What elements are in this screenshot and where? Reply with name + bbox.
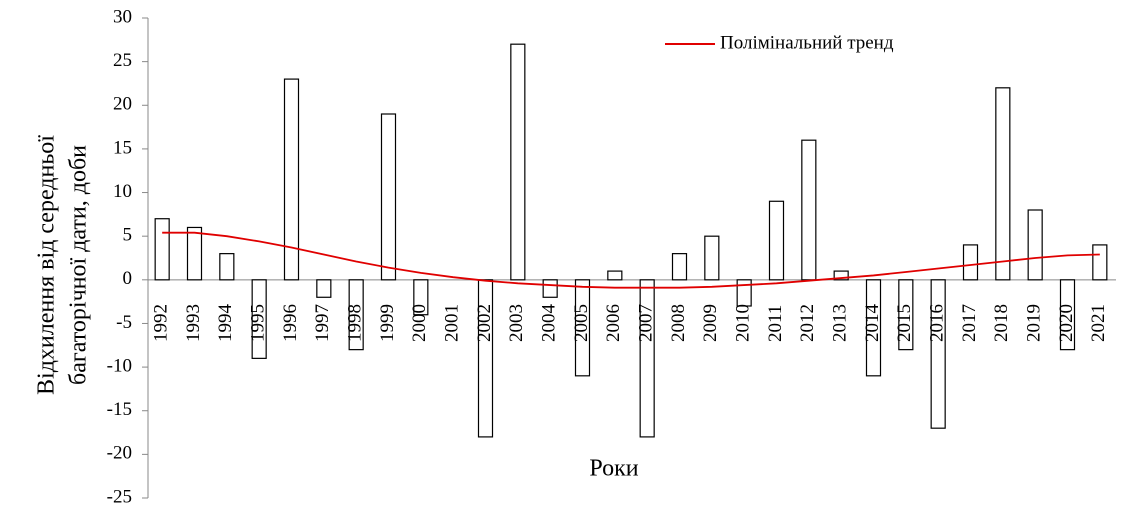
x-tick-label: 1993	[183, 304, 204, 342]
y-tick-label: -20	[107, 443, 132, 464]
y-tick-label: 30	[113, 6, 132, 27]
x-tick-label: 2010	[733, 304, 754, 342]
x-tick-label: 2001	[442, 304, 463, 342]
x-tick-label: 1998	[345, 304, 366, 342]
x-axis-label: Роки	[589, 456, 638, 482]
y-tick-label: 20	[113, 94, 132, 115]
x-tick-label: 2005	[571, 304, 592, 342]
x-tick-label: 2014	[862, 304, 883, 343]
bar	[1027, 209, 1043, 281]
bar	[413, 279, 429, 316]
y-tick-label: 10	[113, 181, 132, 202]
x-tick-label: 1995	[248, 304, 269, 342]
trend-line	[162, 231, 1100, 289]
x-tick-label: 2007	[636, 304, 657, 342]
bar	[736, 279, 752, 307]
bar	[348, 279, 364, 351]
x-tick-label: 2006	[603, 304, 624, 342]
x-tick-label: 2012	[797, 304, 818, 342]
bar	[962, 244, 979, 281]
bar	[995, 87, 1011, 281]
x-tick-label: 2019	[1024, 304, 1045, 342]
y-tick-label: 15	[113, 137, 132, 158]
bar	[801, 139, 817, 281]
bar	[542, 279, 558, 298]
x-tick-label: 1992	[151, 304, 172, 342]
x-tick-label: 2000	[409, 304, 430, 342]
y-axis-label: багаторічної дати, доби	[66, 145, 92, 385]
bar	[219, 253, 235, 281]
bar	[186, 226, 203, 281]
bar	[251, 279, 267, 359]
bar	[865, 279, 882, 377]
x-tick-label: 2018	[991, 304, 1012, 342]
bar	[607, 270, 623, 281]
bar	[898, 279, 914, 351]
x-tick-label: 2016	[927, 304, 948, 342]
bar	[833, 270, 849, 281]
x-tick-label: 2011	[765, 305, 786, 342]
y-tick-label: -10	[107, 355, 132, 376]
legend-label: Полімінальний тренд	[720, 32, 894, 53]
x-tick-label: 2008	[668, 304, 689, 342]
bar	[1059, 279, 1076, 351]
bar	[574, 279, 591, 377]
x-tick-label: 2009	[700, 304, 721, 342]
bar	[1092, 244, 1108, 281]
y-axis-label: Відхилення від середньої	[34, 135, 60, 395]
bar	[671, 253, 688, 281]
x-tick-label: 2013	[830, 304, 851, 342]
x-tick-label: 2021	[1088, 304, 1109, 342]
bar	[704, 235, 720, 281]
x-tick-label: 2017	[959, 304, 980, 342]
bar	[380, 113, 397, 281]
x-tick-label: 2004	[539, 304, 560, 343]
bar	[768, 200, 785, 281]
bar	[477, 279, 494, 438]
bar	[283, 78, 300, 281]
y-tick-label: 25	[113, 50, 132, 71]
bar	[316, 279, 332, 298]
x-tick-label: 1997	[312, 304, 333, 342]
bar	[154, 218, 170, 281]
bar	[930, 279, 946, 429]
bar	[510, 43, 526, 281]
y-tick-label: -15	[107, 399, 132, 420]
bar	[639, 279, 655, 438]
x-tick-label: 2003	[506, 304, 527, 342]
x-tick-label: 1994	[215, 304, 236, 343]
y-tick-label: -25	[107, 486, 132, 507]
x-tick-label: 2002	[474, 304, 495, 342]
y-tick-label: -5	[116, 312, 132, 333]
x-tick-label: 2020	[1056, 304, 1077, 342]
x-tick-label: 2015	[894, 304, 915, 342]
x-tick-label: 1999	[377, 304, 398, 342]
x-tick-label: 1996	[280, 304, 301, 342]
y-tick-label: 0	[123, 268, 133, 289]
y-tick-label: 5	[123, 225, 133, 246]
